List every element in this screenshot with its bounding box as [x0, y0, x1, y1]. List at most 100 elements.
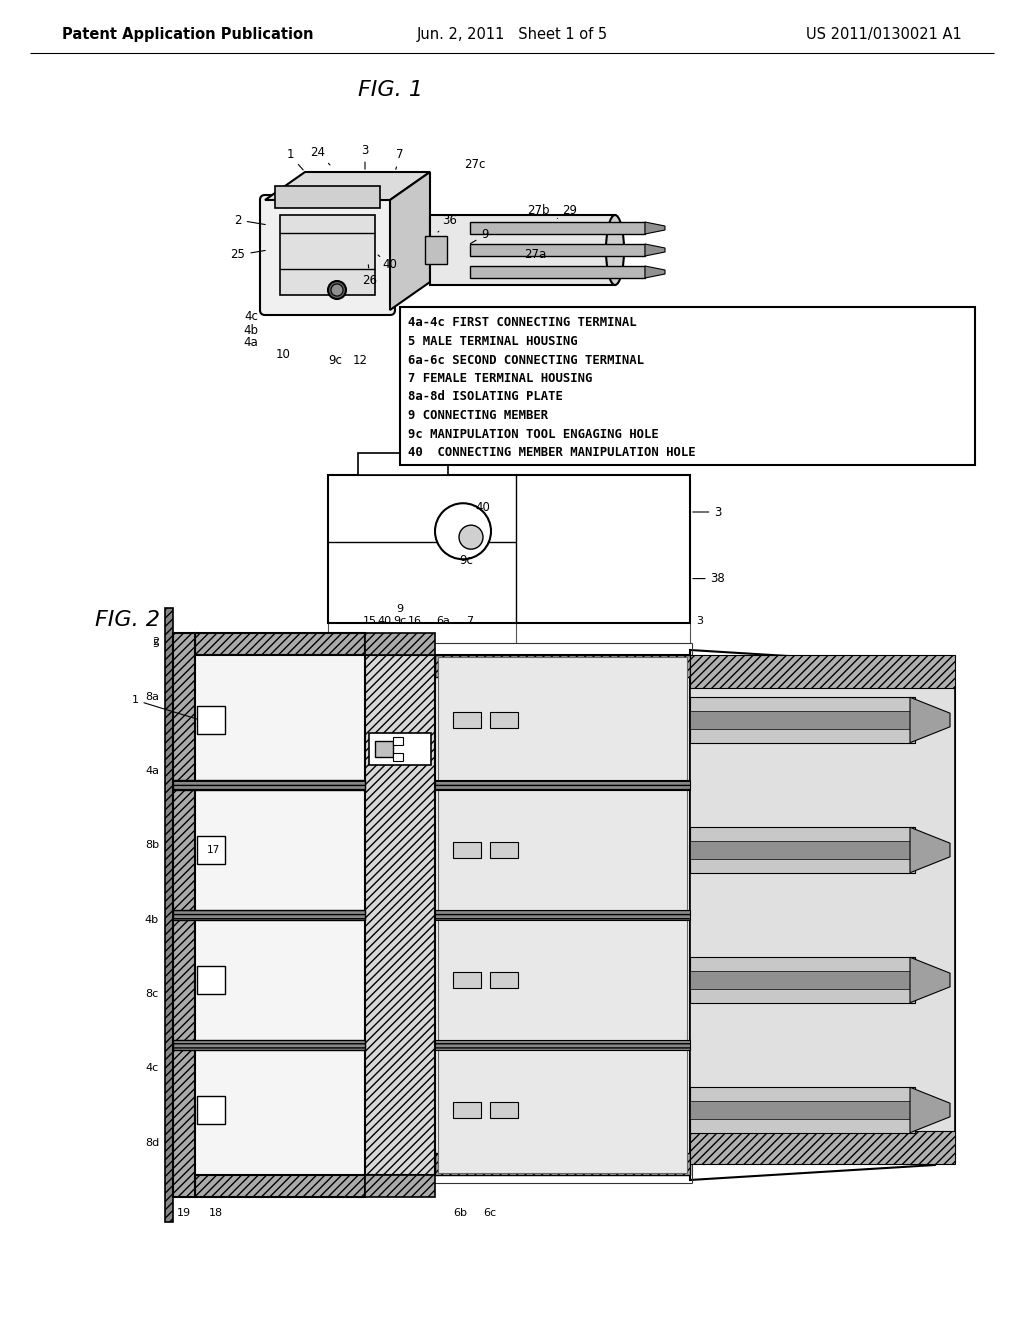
Bar	[195, 1045, 365, 1175]
Text: 4c: 4c	[244, 310, 258, 323]
Bar	[195, 634, 365, 655]
Text: 8a-8d ISOLATING PLATE: 8a-8d ISOLATING PLATE	[408, 391, 563, 404]
Text: 8d: 8d	[144, 1138, 159, 1147]
Text: 16: 16	[408, 616, 422, 626]
Circle shape	[435, 503, 490, 560]
Bar	[173, 634, 195, 1197]
Text: Patent Application Publication: Patent Application Publication	[62, 28, 313, 42]
Bar	[690, 972, 915, 989]
Polygon shape	[910, 1088, 950, 1133]
Bar	[435, 655, 690, 1175]
Bar	[438, 787, 687, 913]
Bar	[195, 655, 365, 785]
Text: 8b: 8b	[144, 841, 159, 850]
Text: 15: 15	[362, 616, 377, 626]
Text: 27a: 27a	[524, 248, 546, 261]
Bar	[393, 737, 403, 744]
Bar	[425, 236, 447, 264]
Bar	[365, 655, 435, 1175]
Text: 10: 10	[275, 348, 291, 362]
Text: 27c: 27c	[464, 158, 485, 172]
Bar	[438, 917, 687, 1043]
Bar	[173, 780, 365, 789]
Text: 1: 1	[287, 149, 303, 170]
Bar	[690, 828, 915, 873]
Text: 8c: 8c	[145, 989, 159, 999]
Text: 9 CONNECTING MEMBER: 9 CONNECTING MEMBER	[408, 409, 548, 422]
Bar	[393, 752, 403, 760]
Text: 8a: 8a	[145, 692, 159, 702]
Text: 7: 7	[467, 616, 473, 626]
Bar	[375, 741, 393, 756]
Text: 40: 40	[378, 616, 392, 626]
Bar	[490, 711, 518, 729]
Bar	[490, 842, 518, 858]
Circle shape	[328, 281, 346, 300]
Circle shape	[459, 525, 483, 549]
Text: 18: 18	[209, 1208, 223, 1218]
Text: 40  CONNECTING MEMBER MANIPULATION HOLE: 40 CONNECTING MEMBER MANIPULATION HOLE	[408, 446, 695, 459]
Text: 3: 3	[361, 144, 369, 169]
Text: 5: 5	[152, 639, 159, 649]
Bar	[690, 697, 915, 743]
Bar	[438, 1047, 687, 1173]
Text: 36: 36	[438, 214, 458, 232]
Text: 12: 12	[352, 354, 368, 367]
Bar	[690, 677, 955, 1152]
Bar	[197, 706, 225, 734]
Polygon shape	[645, 244, 665, 256]
Text: 29: 29	[557, 203, 578, 218]
Bar	[690, 1088, 915, 1133]
Polygon shape	[390, 172, 430, 310]
Text: 9c: 9c	[393, 616, 407, 626]
Text: 9c: 9c	[459, 554, 473, 568]
Bar	[358, 453, 449, 475]
Text: 40: 40	[378, 255, 397, 272]
Circle shape	[331, 284, 343, 296]
Polygon shape	[910, 697, 950, 743]
Text: 4a: 4a	[244, 337, 258, 350]
Text: 24: 24	[310, 145, 330, 165]
Bar	[453, 842, 481, 858]
Bar	[275, 186, 380, 209]
FancyBboxPatch shape	[260, 195, 395, 315]
Bar	[453, 1102, 481, 1118]
Text: 25: 25	[230, 248, 265, 261]
Text: 19: 19	[177, 1208, 191, 1218]
Text: 9: 9	[470, 228, 488, 244]
Text: 17: 17	[207, 845, 219, 855]
Text: 2: 2	[234, 214, 265, 227]
Bar	[435, 780, 690, 789]
Bar	[453, 972, 481, 987]
Bar	[165, 609, 173, 1222]
Text: 9c MANIPULATION TOOL ENGAGING HOLE: 9c MANIPULATION TOOL ENGAGING HOLE	[408, 428, 658, 441]
Text: 6b: 6b	[453, 1208, 467, 1218]
Text: 4b: 4b	[144, 915, 159, 924]
Bar	[690, 1101, 915, 1119]
Polygon shape	[645, 267, 665, 279]
Bar	[365, 634, 435, 655]
Text: 4c: 4c	[145, 1063, 159, 1073]
Bar	[470, 267, 645, 279]
Text: 7: 7	[396, 149, 403, 169]
Bar	[280, 215, 375, 294]
Text: 3: 3	[696, 616, 703, 626]
Text: 9c: 9c	[328, 354, 342, 367]
Text: 9: 9	[396, 605, 403, 614]
Bar	[195, 785, 365, 915]
Text: US 2011/0130021 A1: US 2011/0130021 A1	[806, 28, 962, 42]
Bar	[197, 1096, 225, 1125]
Polygon shape	[910, 957, 950, 1003]
Text: 5 MALE TERMINAL HOUSING: 5 MALE TERMINAL HOUSING	[408, 335, 578, 348]
Bar	[197, 836, 225, 865]
Bar	[400, 308, 975, 465]
Text: 38: 38	[693, 572, 725, 585]
Text: Jun. 2, 2011   Sheet 1 of 5: Jun. 2, 2011 Sheet 1 of 5	[417, 28, 607, 42]
Text: 6a-6c SECOND CONNECTING TERMINAL: 6a-6c SECOND CONNECTING TERMINAL	[408, 354, 644, 367]
Bar	[369, 733, 431, 764]
Bar	[470, 244, 645, 256]
Bar	[453, 711, 481, 729]
Text: 3: 3	[693, 506, 722, 519]
Bar	[690, 655, 955, 688]
Bar	[690, 1131, 955, 1164]
